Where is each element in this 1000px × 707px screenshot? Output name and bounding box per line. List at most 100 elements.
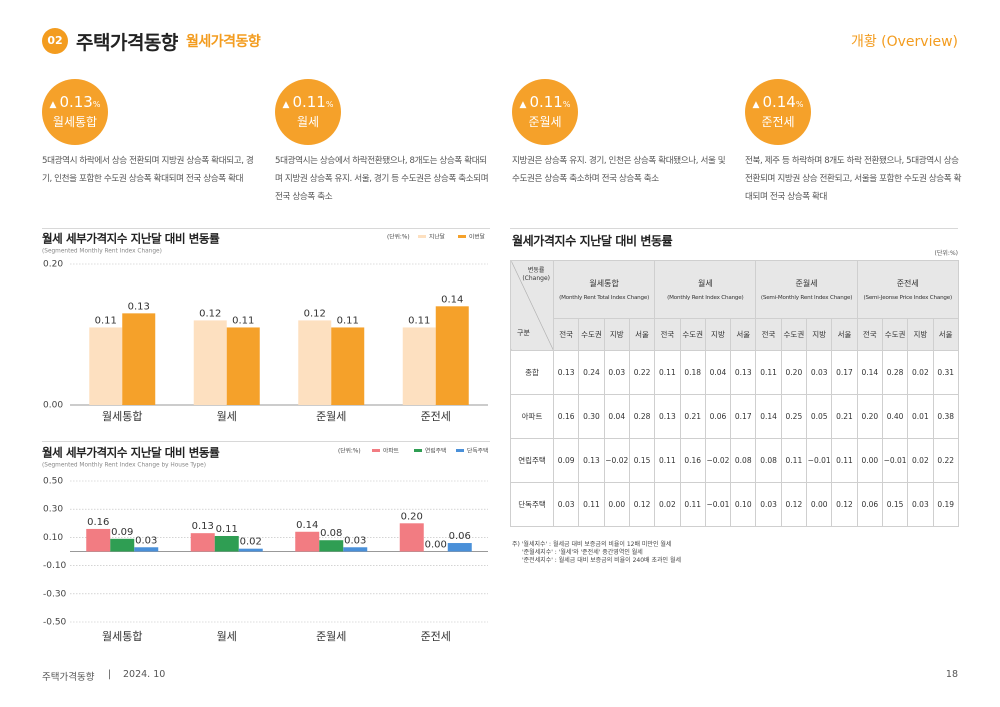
x-tick-label: 월세통합 <box>102 410 142 423</box>
row-label: 아파트 <box>510 394 554 439</box>
group-header: 준월세 (Semi-Monthly Rent Index Change) <box>755 260 858 319</box>
footer-separator: | <box>108 669 112 680</box>
subcolumn-header: 수도권 <box>578 318 605 351</box>
bar <box>86 528 111 552</box>
subcolumn-header: 수도권 <box>881 318 909 351</box>
summary-circle: ▲ 0.11% 월세 <box>275 79 341 145</box>
table-cell: 0.12 <box>628 482 656 527</box>
subcolumn-header: 서울 <box>932 318 959 351</box>
data-row: 연립주택 0.09 0.13 −0.02 0.15 0.11 0.16 −0.02 0.08 0.… <box>510 438 959 483</box>
group-header: 월세통합 (Monthly Rent Total Index Change) <box>552 260 656 319</box>
legend-swatch <box>418 235 426 238</box>
chart-title: 월세 세부가격지수 지난달 대비 변동률 <box>42 232 220 246</box>
x-tick-label: 준전세 <box>421 410 451 423</box>
data-label: 0.20 <box>401 511 423 522</box>
table-cell: 0.02 <box>907 438 934 483</box>
subcolumn-header: 지방 <box>806 318 833 351</box>
unit-note: (단위:%) <box>338 447 361 455</box>
table-cell: 0.11 <box>679 482 706 527</box>
table-title: 월세가격지수 지난달 대비 변동률 <box>512 234 673 248</box>
table-cell: 0.02 <box>907 350 934 395</box>
page-number: 18 <box>945 669 958 680</box>
data-label: 0.03 <box>135 535 157 546</box>
summary-label: 월세통합 <box>52 115 98 129</box>
bar <box>295 531 320 552</box>
subcolumn-header: 지방 <box>603 318 630 351</box>
data-label: 0.11 <box>232 315 254 326</box>
legend-swatch <box>414 449 422 452</box>
x-tick-label: 준전세 <box>421 630 451 643</box>
data-label: 0.13 <box>192 521 214 532</box>
table-cell: 0.10 <box>730 482 757 527</box>
x-tick-label: 월세통합 <box>102 630 142 643</box>
table-cell: 0.02 <box>654 482 681 527</box>
table-cell: −0.02 <box>603 438 630 483</box>
subheader-row: 전국 수도권 지방 서울 전국 수도권 지방 서울 전국 수도권 지방 서울 전국 수도권 지방 서울 <box>511 318 959 351</box>
table-cell: 0.11 <box>831 438 858 483</box>
summary-value: 0.11 <box>529 93 563 111</box>
legend-label: 단독주택 <box>467 447 488 455</box>
table-cell: 0.03 <box>603 350 630 395</box>
summary-arrow: ▲ <box>752 100 760 110</box>
table-cell: 0.21 <box>831 394 858 439</box>
note-line: '준전세지수' : 월세금 대비 보증금의 비율이 240배 초과인 월세 <box>522 557 681 564</box>
table-cell: 0.16 <box>679 438 706 483</box>
summary-text: 지방권은 상승폭 유지. 경기, 인천은 상승폭 확대됐으나, 서울 및 수도권… <box>512 156 726 184</box>
table-cell: 0.38 <box>932 394 959 439</box>
bar <box>238 548 263 552</box>
table-cell: 0.13 <box>552 350 580 395</box>
divider <box>42 441 490 442</box>
summary-unit: % <box>92 100 101 109</box>
y-tick-label: 0.30 <box>43 505 63 515</box>
bar <box>190 533 215 552</box>
divider <box>510 228 958 229</box>
table-cell: 0.13 <box>730 350 757 395</box>
summary-label: 준월세 <box>528 115 562 129</box>
summary-text: 5대광역시 하락에서 상승 전환되며 지방권 상승폭 확대되고, 경기, 인천을… <box>42 156 254 184</box>
y-tick-label: -0.30 <box>43 589 67 599</box>
group-name-en: (Semi-Jeonse Price Index Change) <box>863 295 952 301</box>
data-label: 0.02 <box>240 537 262 548</box>
group-name: 월세 <box>697 279 713 288</box>
table-cell: 0.18 <box>679 350 706 395</box>
data-label: 0.11 <box>95 315 117 326</box>
bar <box>331 327 365 405</box>
bar <box>89 327 123 405</box>
table-cell: 0.03 <box>552 482 580 527</box>
header-row: 변동률 (Change) 구분 월세통합 (Monthly Rent Total Ind… <box>510 260 959 351</box>
table-unit: (단위:%) <box>934 250 958 257</box>
table-cell: −0.01 <box>881 438 909 483</box>
data-label: 0.06 <box>449 531 471 542</box>
table-cell: −0.02 <box>704 438 732 483</box>
data-label: 0.14 <box>441 294 463 305</box>
summary-value: 0.13 <box>59 93 93 111</box>
subcolumn-header: 수도권 <box>780 318 808 351</box>
table-cell: 0.31 <box>932 350 959 395</box>
table-cell: 0.03 <box>755 482 782 527</box>
table-cell: 0.04 <box>704 350 732 395</box>
bar <box>435 306 469 405</box>
bar <box>399 523 424 552</box>
data-label: 0.09 <box>111 527 133 538</box>
note-line: 주) '월세지수' : 월세금 대비 보증금의 비율이 12배 미만인 월세 <box>512 541 672 548</box>
table-cell: 0.06 <box>856 482 883 527</box>
summary-value-line: ▲ 0.14% <box>745 93 811 114</box>
table-cell: 0.22 <box>932 438 959 483</box>
table-cell: 0.11 <box>755 350 782 395</box>
group-name-en: (Monthly Rent Total Index Change) <box>559 295 650 301</box>
table-cell: 0.12 <box>831 482 858 527</box>
y-tick-label: 0.50 <box>43 477 63 487</box>
summary-arrow: ▲ <box>519 100 527 110</box>
subcolumn-header: 서울 <box>730 318 757 351</box>
page-subtitle: 월세가격동향 <box>186 34 261 50</box>
x-tick-label: 준월세 <box>316 630 346 643</box>
bar <box>110 538 135 552</box>
summary-unit: % <box>325 100 334 109</box>
data-label: 0.12 <box>304 308 326 319</box>
corner-top-en: (Change) <box>522 275 550 282</box>
bar <box>134 547 159 552</box>
section-badge: 02 <box>42 28 68 54</box>
unit-note: (단위:%) <box>387 233 410 241</box>
legend-label: 아파트 <box>383 447 400 455</box>
table-cell: 0.12 <box>780 482 808 527</box>
